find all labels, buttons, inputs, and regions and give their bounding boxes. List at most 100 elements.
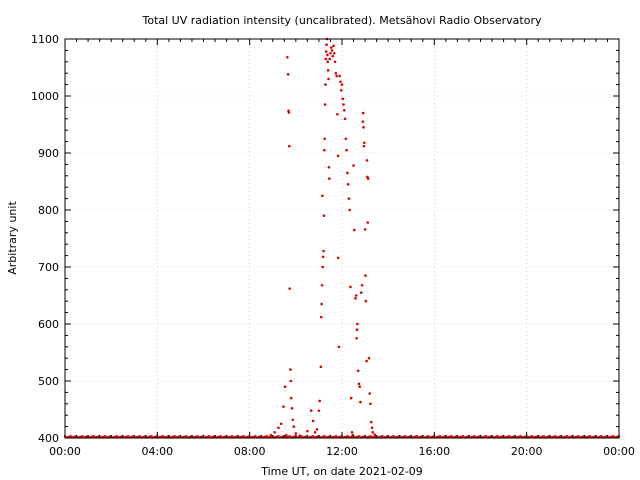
data-point [287,111,291,114]
data-point [286,55,289,59]
data-point [277,426,280,430]
data-point [289,379,293,383]
data-point [368,392,372,395]
data-point [284,433,288,437]
x-tick-label: 12:00 [326,445,358,458]
data-point [273,431,276,434]
x-tick-label: 20:00 [511,445,543,458]
data-point [361,120,365,123]
data-point [294,432,298,435]
data-point [319,315,323,319]
x-tick-label: 00:00 [49,445,81,458]
data-point [336,154,340,158]
y-tick-label: 1000 [31,90,59,103]
data-point [344,137,348,141]
data-point [283,385,287,389]
data-point [309,409,313,412]
data-point [322,214,326,217]
data-point [355,328,359,332]
data-point [335,74,338,78]
data-point [338,74,341,78]
data-point [340,83,344,86]
data-point [348,208,351,212]
data-point [328,57,331,61]
data-point [343,117,347,121]
data-point [315,428,319,431]
data-point [363,228,367,231]
data-point [355,336,358,340]
data-point [326,69,330,72]
data-point [298,434,301,438]
data-point [359,291,363,294]
data-point [347,197,351,200]
data-point [311,419,315,423]
data-point [323,137,326,141]
data-point [279,422,283,426]
data-point [269,433,273,437]
data-point [318,399,321,403]
data-points [63,37,621,439]
data-point [317,409,321,412]
data-point [323,103,327,106]
x-tick-label: 00:00 [603,445,635,458]
data-point [358,385,362,389]
data-point [320,283,324,287]
data-point [363,141,366,145]
data-point [349,285,352,289]
data-point [321,255,325,259]
data-point [333,60,337,64]
data-point [356,322,359,326]
data-point [329,51,332,55]
data-point [288,287,291,290]
data-point [325,43,328,46]
data-point [324,50,328,53]
data-point [329,46,333,49]
data-point [369,402,372,406]
y-tick-label: 700 [38,261,59,274]
data-point [365,359,368,363]
data-point [354,294,358,297]
grid [65,39,619,438]
data-point [282,405,285,408]
data-point [321,194,324,198]
data-point [334,71,338,75]
data-point [370,426,374,430]
data-point [373,433,377,436]
data-point [327,165,331,169]
data-point [366,221,370,224]
data-point [349,396,353,400]
data-point [354,297,357,300]
data-point [326,53,329,57]
data-point [361,111,365,115]
data-point [336,256,340,260]
data-point [321,265,325,269]
data-point [337,345,341,349]
data-point [359,400,362,404]
data-point [362,126,365,129]
data-point [364,274,367,277]
data-point [352,164,355,167]
data-point [306,429,309,433]
data-point [292,425,296,428]
data-point [371,431,375,434]
data-point [343,108,346,112]
data-point [289,368,292,371]
data-point [341,97,345,101]
data-point [286,73,290,76]
y-tick-label: 500 [38,375,59,388]
y-tick-label: 800 [38,204,59,217]
data-point [319,365,323,369]
x-tick-label: 04:00 [141,445,173,458]
data-point [291,418,295,422]
data-point [320,302,323,306]
data-point [367,356,371,360]
data-point [290,407,294,410]
y-tick-label: 1100 [31,33,59,46]
data-point [350,431,354,434]
data-point [287,144,291,148]
data-point [357,382,361,386]
data-point [323,148,326,152]
data-point [345,148,348,152]
y-axis-label: Arbitrary unit [6,201,19,275]
